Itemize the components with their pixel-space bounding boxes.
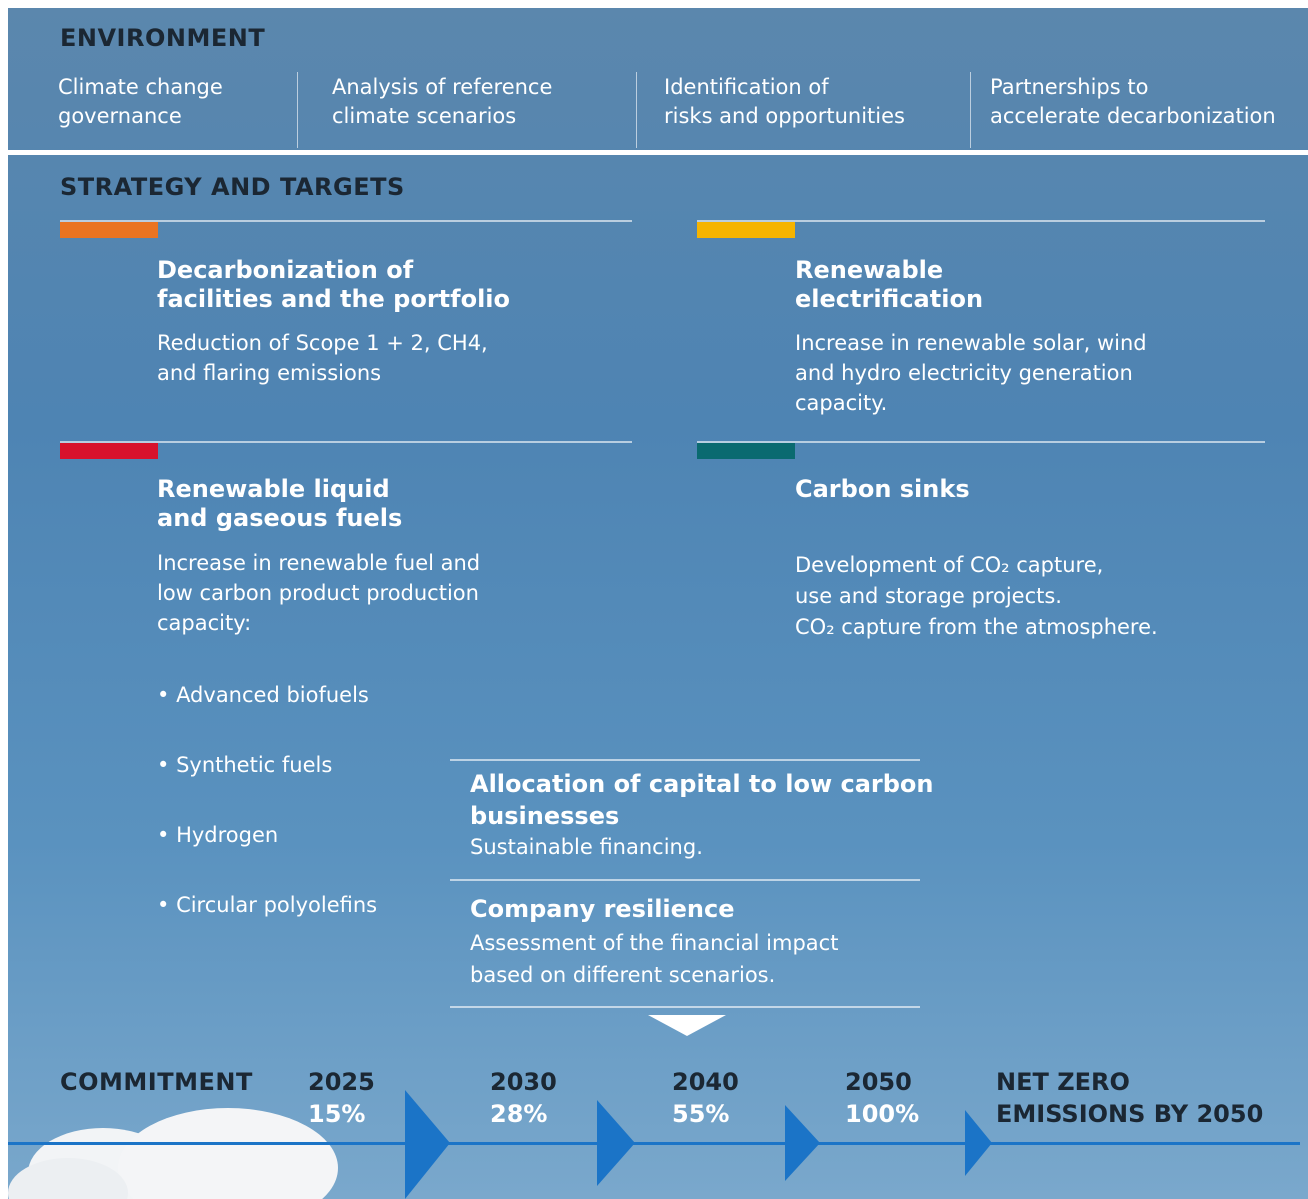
pillar-description: Development of CO₂ capture, use and stor… <box>795 553 1158 639</box>
environment-item: Analysis of reference climate scenarios <box>332 75 553 128</box>
milestone-target: 55% <box>672 1100 730 1128</box>
commitment-title: COMMITMENT <box>60 1068 253 1096</box>
pillar-title: Carbon sinks <box>795 475 970 503</box>
environment-item: Climate change governance <box>58 75 223 128</box>
bullet: • Circular polyolefins <box>157 893 378 917</box>
timeline-arrow <box>405 1090 450 1199</box>
environment-item: Identification of risks and opportunitie… <box>664 75 905 128</box>
bullet: • Hydrogen <box>157 823 279 847</box>
section-title: STRATEGY AND TARGETS <box>60 173 405 201</box>
pillar-description: Increase in renewable fuel and low carbo… <box>157 551 481 635</box>
pillar-color-bar <box>60 443 158 459</box>
pillar-description: Increase in renewable solar, wind and hy… <box>795 331 1147 415</box>
milestone-target: 28% <box>490 1100 548 1128</box>
pillar-description: Reduction of Scope 1 + 2, CH4, and flari… <box>157 331 488 385</box>
pillar-title: Decarbonization of facilities and the po… <box>157 256 511 313</box>
bullet: • Synthetic fuels <box>157 753 333 777</box>
enabler-title: Allocation of capital to low carbon busi… <box>470 770 934 830</box>
timeline-arrow <box>597 1100 635 1186</box>
enabler-title: Company resilience <box>470 895 735 923</box>
enabler-description: Sustainable financing. <box>470 835 703 859</box>
pillar-title: Renewable liquid and gaseous fuels <box>157 475 403 532</box>
pillar-color-bar <box>60 222 158 238</box>
milestone-target: 100% <box>845 1100 920 1128</box>
milestone-year: 2050 <box>845 1068 912 1096</box>
down-arrow <box>648 1015 726 1036</box>
milestone-year: 2030 <box>490 1068 557 1096</box>
bullet: • Advanced biofuels <box>157 683 369 707</box>
enabler-description: Assessment of the financial impact based… <box>470 931 839 987</box>
milestone-year: 2040 <box>672 1068 739 1096</box>
background <box>8 8 1308 1199</box>
timeline-arrow <box>965 1110 992 1176</box>
milestone-target: 15% <box>308 1100 366 1128</box>
timeline-line <box>8 1142 1300 1145</box>
pillar-title: Renewable electrification <box>795 256 984 313</box>
environment-item: Partnerships to accelerate decarbonizati… <box>990 75 1276 128</box>
timeline-arrow <box>785 1105 820 1181</box>
commitment-goal: NET ZERO EMISSIONS BY 2050 <box>996 1068 1264 1128</box>
milestone-year: 2025 <box>308 1068 375 1096</box>
pillar-color-bar <box>697 443 795 459</box>
bullet-list: • Advanced biofuels • Synthetic fuels • … <box>157 643 377 958</box>
section-title: ENVIRONMENT <box>60 24 266 52</box>
pillar-color-bar <box>697 222 795 238</box>
